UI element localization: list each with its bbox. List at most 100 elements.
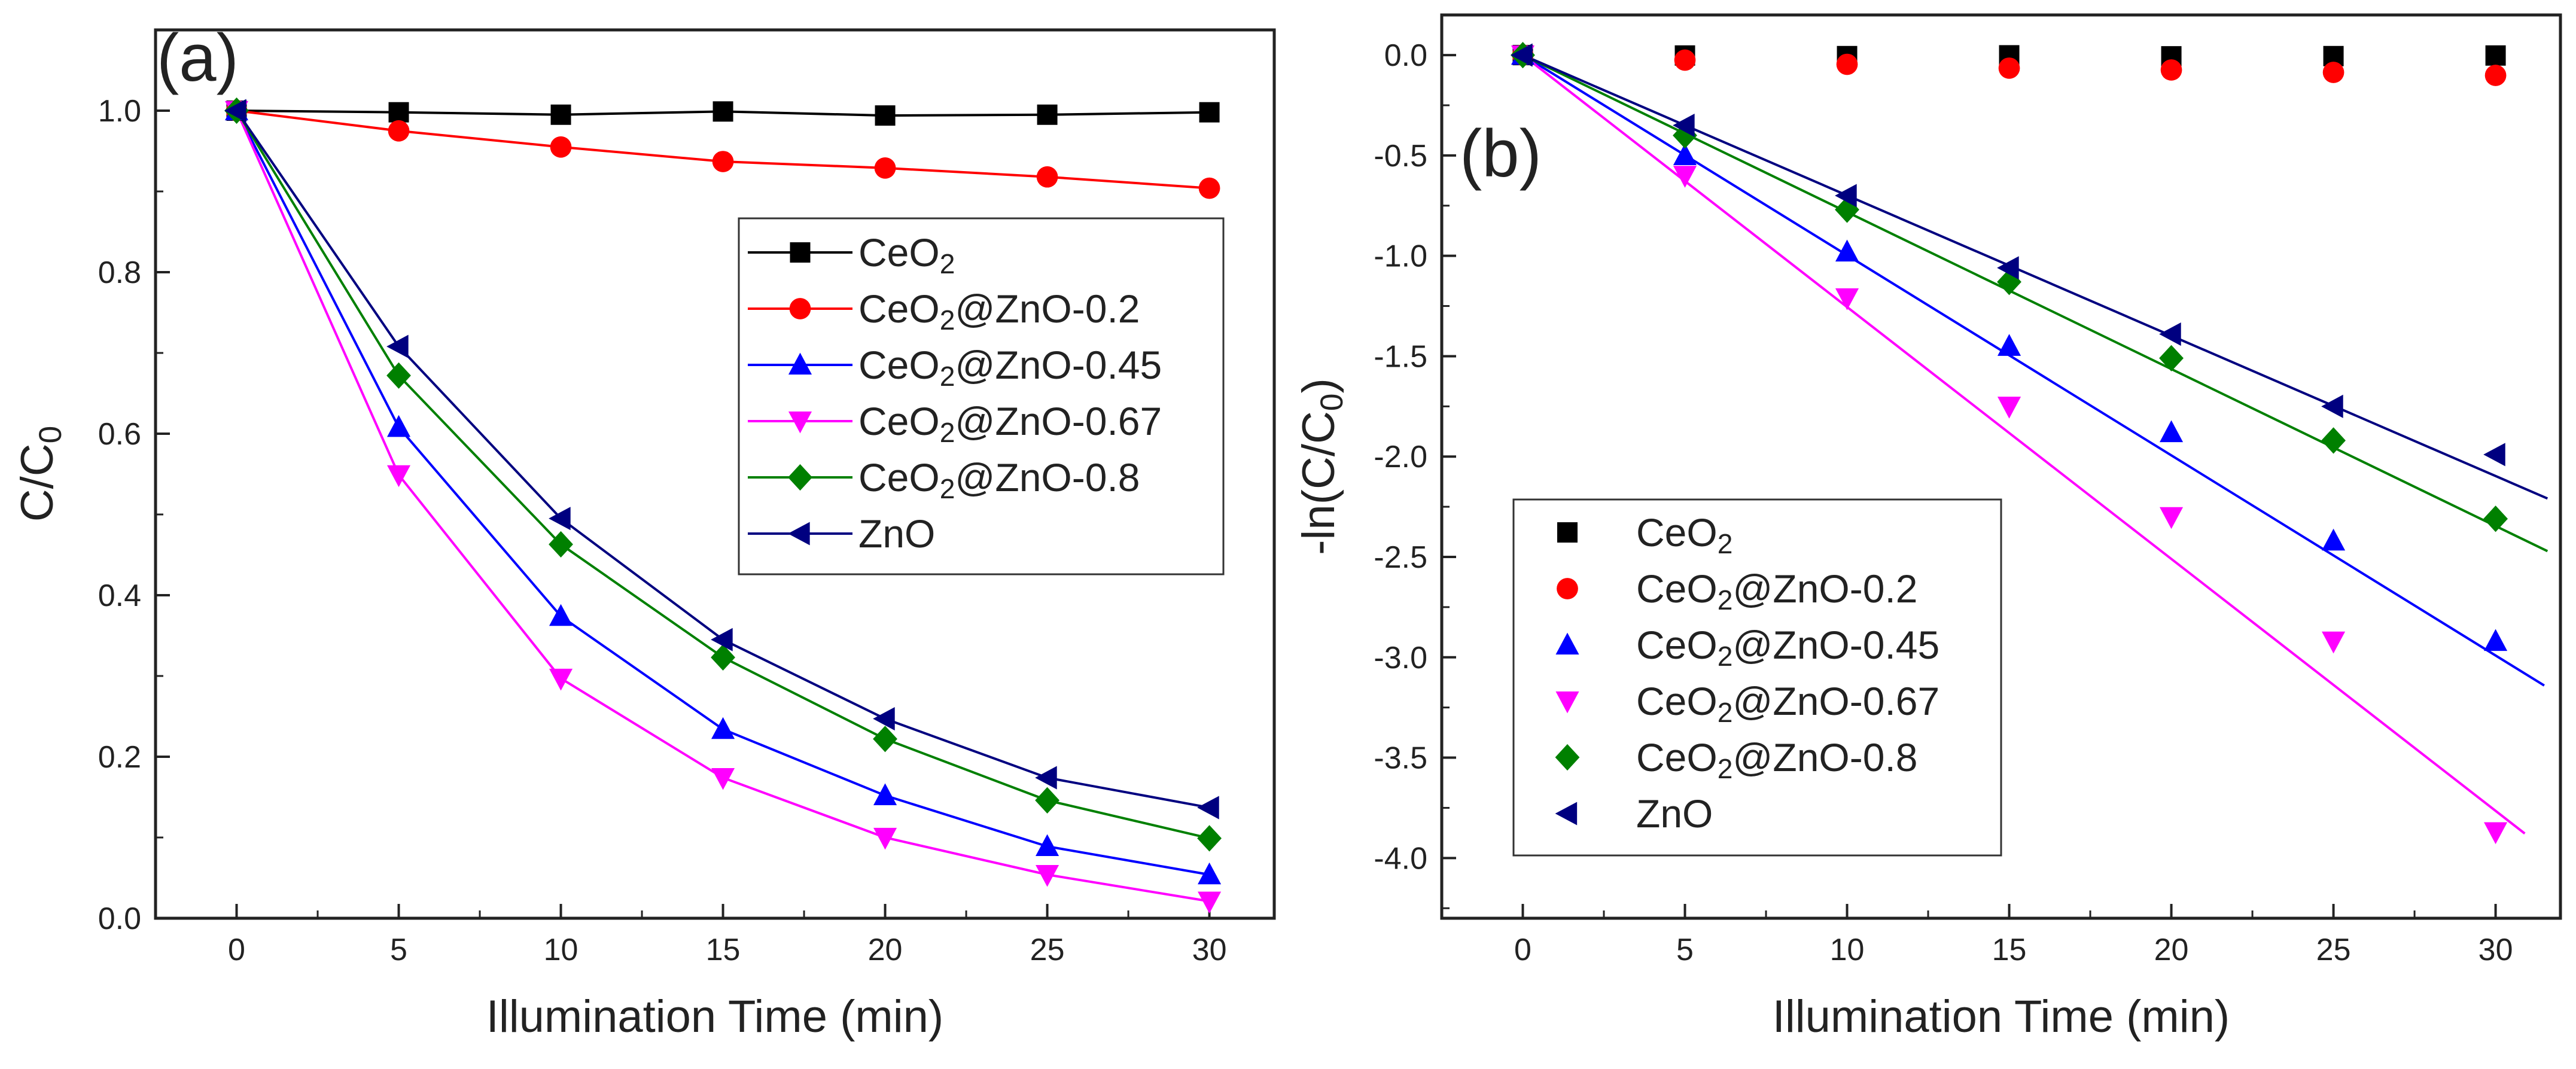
legend-marker-ceo2-zno-0-2 [789, 298, 811, 319]
data-point-ceo2-zno-0-2 [712, 151, 734, 172]
data-point-ceo2-zno-0-8 [2159, 345, 2184, 371]
legend-marker-ceo2 [790, 242, 811, 263]
data-point-ceo2 [550, 104, 571, 125]
x-axis-title-a: Illumination Time (min) [486, 991, 943, 1042]
data-point-ceo2-zno-0-2 [388, 120, 410, 142]
legend-label-sub: 2 [940, 361, 955, 392]
legend-marker-ceo2-zno-0-8 [788, 464, 812, 491]
data-point-zno [711, 628, 733, 651]
legend-label-main: CeO [1636, 623, 1718, 667]
data-point-ceo2-zno-0-2 [874, 157, 896, 179]
data-point-ceo2-zno-0-45 [549, 604, 573, 626]
data-point-ceo2-zno-0-67 [1835, 288, 1859, 310]
legend-label-main: CeO [1636, 510, 1718, 555]
data-point-ceo2-zno-0-67 [711, 768, 735, 790]
data-point-ceo2 [712, 101, 733, 122]
y-axis-title-b-main: -ln(C/C [1293, 411, 1344, 555]
data-point-ceo2-zno-0-45 [711, 717, 735, 739]
legend-marker-ceo2-zno-0-45 [1555, 632, 1579, 655]
legend-label-sub: 2 [1718, 641, 1733, 672]
x-tick-label: 0 [228, 933, 245, 967]
y-tick-label: -2.5 [1374, 540, 1427, 575]
legend-label-main: CeO [1636, 735, 1718, 779]
y-tick-label: 1.0 [98, 94, 141, 129]
legend-label-sub: 2 [1718, 697, 1733, 728]
y-tick-label: 0.0 [98, 902, 141, 936]
legend-label-sub: 2 [940, 417, 955, 448]
legend-label-main: ZnO [858, 511, 935, 556]
data-point-ceo2-zno-0-67 [1198, 891, 1222, 914]
data-point-ceo2-zno-0-8 [873, 726, 897, 753]
data-point-ceo2-zno-0-2 [1998, 57, 2020, 79]
y-tick-label: 0.4 [98, 578, 141, 613]
data-point-ceo2-zno-0-45 [1673, 143, 1697, 166]
data-point-ceo2-zno-0-2 [1036, 166, 1058, 188]
y-axis-title-a-main: C/C [12, 443, 63, 522]
data-point-zno [224, 99, 246, 123]
data-point-ceo2-zno-0-45 [1198, 862, 1222, 885]
legend-label-zno: ZnO [858, 511, 935, 556]
data-point-ceo2-zno-0-67 [1998, 397, 2021, 419]
data-point-ceo2-zno-0-2 [1674, 49, 1696, 71]
panel-label-a: (a) [157, 20, 239, 95]
y-tick-label: 0.8 [98, 255, 141, 290]
data-point-zno [1835, 184, 1857, 208]
data-point-zno [386, 334, 409, 358]
y-tick-label: -2.0 [1374, 440, 1427, 474]
legend-label-rest: @ZnO-0.67 [1732, 679, 1939, 723]
data-point-ceo2-zno-0-67 [2160, 507, 2184, 529]
data-point-ceo2-zno-0-45 [386, 415, 411, 437]
legend-marker-zno [788, 522, 810, 546]
fit-line-ceo2-zno-0-8 [1522, 54, 2548, 553]
data-point-ceo2-zno-0-2 [2322, 62, 2344, 83]
x-tick-label: 30 [1192, 933, 1227, 967]
legend-label-sub: 2 [940, 473, 955, 504]
legend-label-sub: 2 [940, 248, 955, 279]
x-tick-label: 30 [2478, 933, 2513, 967]
y-tick-label: -4.0 [1374, 841, 1427, 876]
data-point-zno [2321, 394, 2343, 418]
data-point-ceo2-zno-0-2 [1836, 53, 1858, 75]
y-axis-title-b: -ln(C/C0) [1293, 378, 1350, 555]
plot-frame-a [154, 28, 1276, 920]
data-point-ceo2-zno-0-2 [550, 136, 572, 158]
data-point-ceo2 [2485, 45, 2506, 66]
data-point-ceo2-zno-0-67 [1036, 864, 1059, 887]
fit-line-zno [1522, 54, 2548, 500]
data-point-ceo2-zno-0-67 [549, 668, 573, 691]
legend-label-ceo2: CeO2 [858, 230, 955, 279]
legend-label-sub: 2 [1718, 584, 1733, 616]
data-point-ceo2-zno-0-8 [1835, 196, 1859, 223]
legend-label-rest: @ZnO-0.45 [955, 343, 1162, 387]
legend-label-rest: @ZnO-0.45 [1732, 623, 1939, 667]
legend-marker-ceo2-zno-0-67 [1555, 691, 1579, 714]
legend-a: CeO2CeO2@ZnO-0.2CeO2@ZnO-0.45CeO2@ZnO-0.… [738, 217, 1225, 575]
data-point-ceo2 [1037, 104, 1058, 125]
y-tick-label: -0.5 [1374, 139, 1427, 173]
data-point-zno [1511, 43, 1533, 67]
data-point-zno [2159, 322, 2181, 346]
legend-marker-ceo2-zno-0-45 [788, 352, 812, 375]
data-point-ceo2-zno-0-67 [873, 827, 897, 850]
x-axis-title-b: Illumination Time (min) [1773, 991, 2230, 1042]
y-tick-label: 0.6 [98, 417, 141, 452]
legend-label-main: CeO [1636, 567, 1718, 611]
data-point-ceo2 [1199, 102, 1220, 123]
y-axis-title-b-sub: 0 [1314, 394, 1350, 412]
legend-marker-zno [1555, 802, 1578, 826]
y-axis-title-b-end: ) [1293, 378, 1344, 393]
plot-frame-b [1440, 13, 2562, 920]
legend-label-main: CeO [1636, 679, 1718, 723]
data-point-ceo2-zno-0-8 [2483, 505, 2508, 532]
data-point-ceo2 [388, 102, 409, 123]
legend-marker-ceo2-zno-0-2 [1557, 578, 1578, 599]
legend-label-rest: @ZnO-0.8 [1732, 735, 1917, 779]
data-point-ceo2-zno-0-8 [1197, 825, 1222, 852]
legend-label-rest: @ZnO-0.2 [1732, 567, 1917, 611]
legend-label-ceo2-zno-0-45: CeO2@ZnO-0.45 [1636, 623, 1939, 672]
legend-label-main: CeO [858, 230, 940, 275]
x-tick-label: 5 [1676, 933, 1694, 967]
y-tick-label: -3.0 [1374, 641, 1427, 675]
y-tick-label: -3.5 [1374, 741, 1427, 776]
